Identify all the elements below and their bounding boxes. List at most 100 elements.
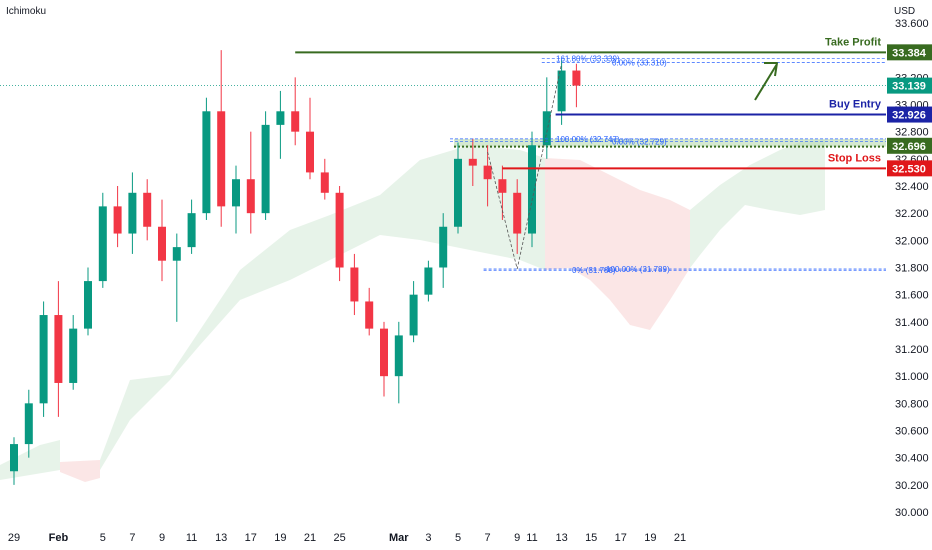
candle-body [542, 111, 551, 146]
level-price-text: 32.926 [892, 110, 926, 122]
x-tick-label: 19 [644, 532, 656, 544]
x-tick-label: 7 [129, 532, 135, 544]
y-tick-label: 32.000 [895, 235, 929, 247]
candle-body [217, 111, 226, 207]
x-tick-label: 21 [674, 532, 686, 544]
level-name: Stop Loss [828, 152, 881, 164]
level-price-badge [887, 160, 932, 177]
fib-level-label: 0.00% (33.310) [612, 58, 667, 67]
y-tick-label: 30.200 [895, 480, 929, 492]
candle-body [261, 124, 270, 214]
candle-body [335, 192, 344, 268]
level-price-badge [887, 106, 932, 123]
cloud-bear-1 [60, 460, 100, 482]
candle-body [246, 179, 255, 214]
levels-layer: Take Profit Buy Entry Stop Loss [295, 36, 886, 170]
y-tick-label: 31.600 [895, 290, 929, 302]
x-tick-label: 11 [526, 532, 537, 544]
candles-layer [10, 50, 581, 485]
x-tick-label: 3 [425, 532, 431, 544]
candle-body [291, 111, 300, 132]
x-tick-label: 9 [514, 532, 520, 544]
x-tick-label: 9 [159, 532, 165, 544]
projection-arrow [754, 62, 778, 101]
candle-body [187, 213, 196, 248]
candle-body [439, 226, 448, 268]
x-tick-label: 17 [245, 532, 257, 544]
time-axis[interactable]: 29 Feb 5 7 9 11 13 17 19 21 25 Mar 3 5 7 9 11 13 15 17 19 21 [8, 532, 686, 544]
fib-swing-connector [487, 63, 562, 269]
fib-level-label: 100.00% (32.747) [556, 135, 620, 144]
arrow-up-icon [754, 62, 778, 101]
support-zone-band [454, 138, 886, 147]
candle-body [424, 267, 433, 295]
fib-level-label: 0% (31.780) [572, 266, 616, 275]
candle-body [557, 70, 566, 112]
x-tick-label: 5 [100, 532, 106, 544]
y-tick-label: 31.400 [895, 317, 929, 329]
candle-body [498, 179, 507, 193]
cloud-bear-2 [545, 158, 690, 330]
y-tick-label: 33.600 [895, 18, 929, 30]
level-price-badge [887, 137, 932, 154]
x-tick-label: 5 [455, 532, 461, 544]
level-price-text: 32.696 [892, 141, 926, 153]
fib-layer: 161.80% (33.339)0.00% (33.310) 100.00% (3… [450, 54, 886, 275]
x-tick-label: 13 [215, 532, 227, 544]
y-tick-label: 31.000 [895, 371, 929, 383]
cloud-bull-1 [0, 440, 60, 480]
candle-body [572, 70, 581, 86]
indicator-label: Ichimoku [6, 6, 46, 17]
candle-body [128, 192, 137, 234]
candle-body [143, 192, 152, 227]
ichimoku-cloud [0, 140, 825, 482]
candle-body [528, 145, 536, 234]
cloud-bull-3 [690, 140, 825, 268]
y-tick-label: 30.800 [895, 398, 929, 410]
level-name: Buy Entry [829, 99, 882, 111]
current-price-text: 33.139 [892, 81, 926, 93]
y-tick-label: 32.800 [895, 127, 929, 139]
x-tick-label: Mar [389, 532, 409, 544]
price-axis[interactable]: USD 30.000 30.200 30.400 30.600 30.800 31.000… [886, 0, 932, 550]
candle-body [113, 206, 122, 234]
x-tick-label: 17 [615, 532, 627, 544]
y-tick-label: 30.600 [895, 426, 929, 438]
x-tick-label: 11 [186, 532, 197, 544]
candle-body [483, 165, 492, 180]
level-price-text: 33.384 [892, 47, 927, 59]
candle-body [54, 315, 63, 383]
fib-level-label: 161.80% (33.339) [556, 54, 620, 63]
candle-body [276, 111, 285, 125]
candle-body [24, 403, 33, 445]
level-price-badge [887, 44, 932, 61]
x-tick-label: 15 [585, 532, 597, 544]
candle-body [350, 267, 359, 302]
support-zone [454, 138, 886, 148]
level-price-text: 32.530 [892, 163, 926, 175]
candle-body [98, 206, 107, 282]
candle-body [409, 294, 418, 336]
candle-body [172, 247, 181, 261]
candle-body [380, 328, 388, 377]
candle-body [158, 226, 166, 261]
candle-body [365, 301, 374, 329]
x-tick-label: Feb [49, 532, 69, 544]
candle-body [10, 444, 18, 472]
y-tick-label: 30.400 [895, 453, 929, 465]
candle-body [394, 335, 403, 377]
x-tick-label: 25 [333, 532, 345, 544]
candle-body [232, 179, 240, 207]
y-tick-label: 32.400 [895, 181, 929, 193]
x-tick-label: 13 [555, 532, 567, 544]
y-tick-label: 30.000 [895, 507, 929, 519]
candle-body [84, 281, 92, 329]
y-tick-label: 31.200 [895, 344, 929, 356]
currency-label: USD [894, 6, 915, 17]
x-tick-label: 19 [274, 532, 286, 544]
x-tick-label: 21 [304, 532, 316, 544]
level-name: Take Profit [825, 36, 881, 48]
y-tick-label: 32.200 [895, 208, 929, 220]
candle-body [202, 111, 211, 214]
